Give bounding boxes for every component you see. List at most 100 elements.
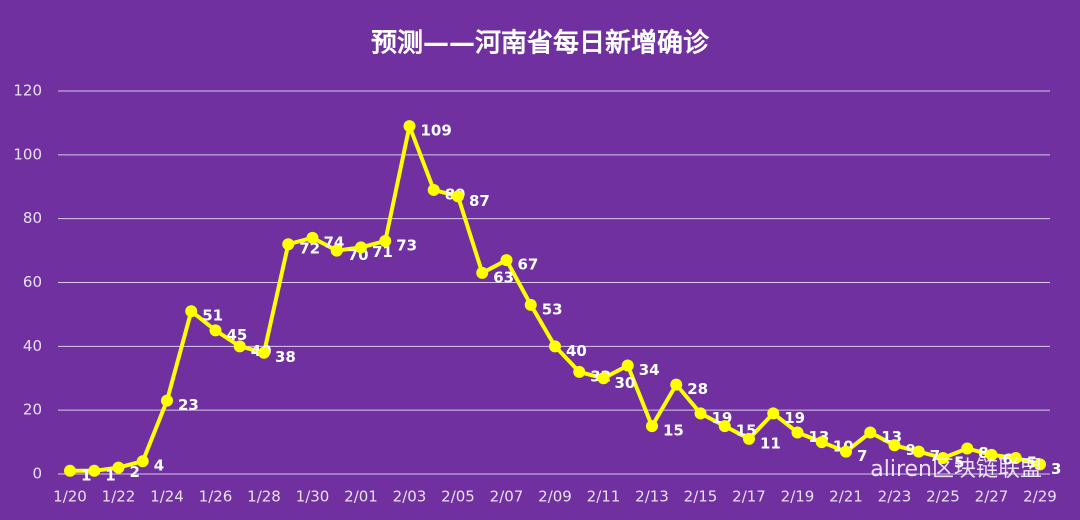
data-point (694, 407, 707, 420)
data-point (815, 436, 828, 449)
data-label: 38 (275, 348, 296, 366)
data-point (282, 238, 295, 251)
x-tick-label: 2/17 (732, 488, 766, 506)
data-point (233, 340, 246, 353)
x-tick-label: 2/03 (393, 488, 427, 506)
data-point (646, 420, 658, 433)
x-tick-label: 2/11 (587, 488, 621, 506)
data-label: 87 (469, 192, 490, 210)
data-point (864, 426, 877, 439)
data-label: 109 (421, 122, 452, 140)
x-tick-label: 2/09 (538, 488, 572, 506)
data-point (597, 372, 610, 385)
y-tick-label: 60 (23, 273, 42, 291)
data-point (136, 455, 149, 468)
data-label: 8 (978, 444, 988, 462)
x-tick-label: 2/25 (926, 488, 960, 506)
data-point (330, 244, 343, 257)
data-point (743, 432, 755, 445)
data-label: 40 (566, 342, 587, 360)
data-point (1034, 458, 1046, 471)
x-tick-label: 1/28 (247, 488, 281, 506)
x-tick-label: 2/29 (1023, 488, 1057, 506)
y-tick-label: 100 (13, 145, 42, 163)
y-tick-label: 120 (13, 82, 42, 100)
data-label: 11 (760, 434, 781, 452)
data-point (306, 231, 319, 244)
watermark: aliren区块链联盟 (870, 457, 1042, 482)
data-point (888, 439, 901, 452)
data-label: 2 (130, 463, 140, 481)
data-label: 28 (687, 380, 708, 398)
data-point (840, 445, 852, 458)
data-label: 63 (493, 268, 514, 286)
data-label: 1 (105, 466, 115, 484)
data-label: 51 (202, 307, 223, 325)
data-label: 5 (1027, 454, 1037, 472)
x-tick-label: 2/23 (878, 488, 912, 506)
data-label: 3 (1051, 460, 1061, 478)
data-label: 9 (906, 441, 916, 459)
data-point (258, 346, 270, 359)
x-tick-label: 2/19 (781, 488, 815, 506)
data-point (500, 254, 513, 267)
data-label: 7 (857, 447, 867, 465)
data-point (937, 452, 949, 465)
data-point (573, 365, 586, 378)
data-label: 19 (784, 409, 805, 427)
x-tick-label: 1/22 (102, 488, 136, 506)
data-point (355, 241, 367, 254)
data-label: 4 (154, 457, 164, 475)
x-tick-label: 1/24 (150, 488, 184, 506)
x-tick-label: 2/15 (684, 488, 718, 506)
data-point (961, 442, 974, 455)
data-point (209, 324, 222, 337)
data-point (379, 235, 392, 248)
y-tick-label: 0 (32, 465, 42, 483)
y-tick-label: 40 (23, 337, 42, 355)
x-tick-label: 1/26 (199, 488, 233, 506)
x-tick-label: 2/07 (490, 488, 524, 506)
x-tick-label: 2/13 (635, 488, 669, 506)
data-point (985, 448, 998, 461)
data-point (718, 420, 731, 433)
data-point (524, 298, 537, 311)
data-label: 34 (639, 361, 660, 379)
data-label: 15 (663, 422, 684, 440)
data-point (403, 120, 416, 133)
data-label: 23 (178, 396, 199, 414)
x-tick-label: 2/01 (344, 488, 378, 506)
data-point (185, 305, 198, 318)
data-label: 73 (396, 237, 417, 255)
y-tick-label: 80 (23, 209, 42, 227)
x-tick-label: 1/30 (296, 488, 330, 506)
data-point (670, 378, 683, 391)
data-point (912, 445, 925, 458)
data-point (767, 407, 780, 420)
data-label: 6 (1003, 450, 1013, 468)
data-point (112, 461, 125, 474)
data-point (88, 464, 101, 477)
data-point (452, 190, 464, 203)
data-point (1009, 452, 1022, 465)
y-tick-label: 20 (23, 401, 42, 419)
data-label: 5 (954, 454, 964, 472)
x-tick-label: 2/21 (829, 488, 863, 506)
data-label: 53 (542, 300, 563, 318)
data-point (427, 183, 440, 196)
data-label: 72 (299, 240, 320, 258)
x-tick-label: 2/27 (975, 488, 1009, 506)
data-point (64, 464, 76, 477)
data-label: 1 (81, 466, 91, 484)
data-label: 67 (518, 256, 539, 274)
data-point (476, 266, 489, 279)
data-label: 71 (372, 243, 393, 261)
x-tick-label: 1/20 (53, 488, 87, 506)
data-label: 7 (930, 447, 940, 465)
data-label: 30 (615, 374, 636, 392)
data-point (549, 340, 561, 353)
x-tick-label: 2/05 (441, 488, 475, 506)
chart-title: 预测——河南省每日新增确诊 (371, 28, 710, 59)
